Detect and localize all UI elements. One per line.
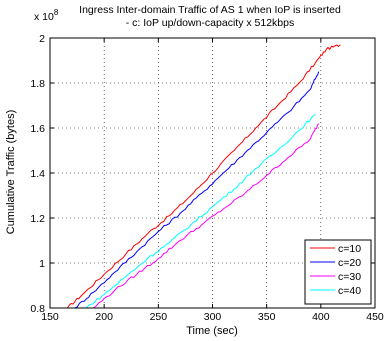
ticks: 150 200 250 300 350 400 450 0.8 1 1.2 1.4 1.6 1.8 2	[30, 33, 384, 323]
x-tick-label: 350	[258, 311, 276, 323]
chart-title: Ingress Inter-domain Traffic of AS 1 whe…	[79, 4, 341, 16]
chart-subtitle: - c: IoP up/down-capacity x 512kbps	[126, 17, 294, 29]
legend: c=10 c=20 c=30 c=40	[304, 239, 372, 305]
x-tick-label: 150	[41, 311, 59, 323]
legend-box	[304, 239, 372, 305]
y-axis-label: Cumulative Traffic (bytes)	[5, 110, 17, 235]
y-exponent-base: x 10	[34, 11, 54, 23]
y-tick-label: 1	[39, 258, 45, 270]
legend-label: c=40	[338, 285, 361, 297]
x-axis-label: Time (sec)	[186, 325, 238, 337]
x-tick-label: 450	[366, 311, 384, 323]
y-tick-label: 1.4	[30, 168, 45, 180]
x-tick-label: 400	[312, 311, 330, 323]
y-tick-label: 1.8	[30, 78, 45, 90]
y-tick-label: 1.2	[30, 213, 45, 225]
series-line-c-10	[66, 44, 341, 309]
legend-label: c=20	[338, 257, 361, 269]
y-tick-label: 1.6	[30, 123, 45, 135]
y-tick-label: 0.8	[30, 303, 45, 315]
series-line-c-40	[85, 114, 316, 309]
legend-label: c=30	[338, 271, 361, 283]
series-line-c-20	[74, 71, 320, 309]
series-line-c-30	[93, 123, 320, 309]
series-layer	[66, 44, 341, 309]
y-exponent-label: x 108	[34, 8, 59, 23]
x-tick-label: 300	[204, 311, 222, 323]
legend-label: c=10	[338, 243, 361, 255]
y-tick-label: 2	[39, 33, 45, 45]
x-tick-label: 200	[95, 311, 113, 323]
y-exponent-power: 8	[54, 8, 59, 17]
x-tick-label: 250	[150, 311, 168, 323]
